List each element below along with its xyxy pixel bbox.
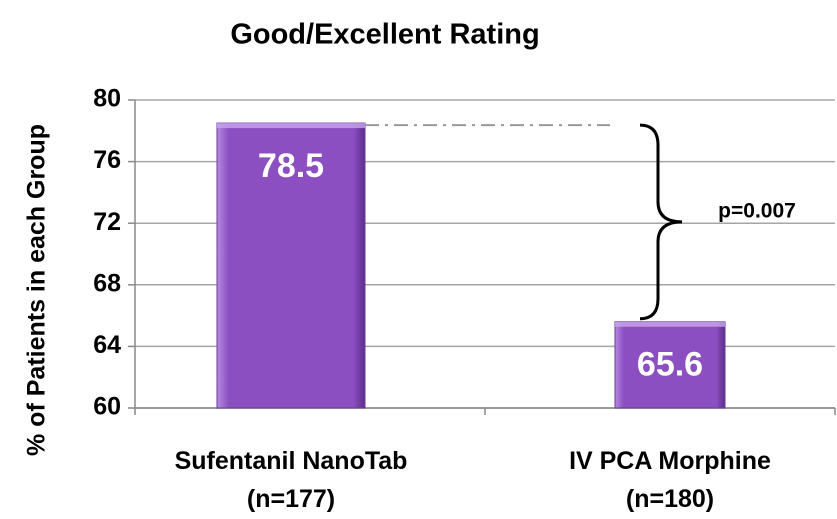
x-tick-label: Sufentanil NanoTab (n=177) [175,447,408,513]
y-tick-label: 68 [93,269,121,297]
value-label: 78.5 [258,147,324,185]
y-axis-label: % of Patients in each Group [23,124,51,456]
chart-title: Good/Excellent Rating [230,19,539,51]
x-tick-label-line: (n=177) [247,485,335,513]
y-tick-label: 76 [93,146,121,174]
x-tick-label-line: Sufentanil NanoTab [175,447,408,475]
annotation: p=0.007 [718,199,796,222]
x-tick-label-line: (n=180) [626,485,714,513]
bracket [639,123,683,321]
x-tick-label-line: IV PCA Morphine [569,447,771,475]
x-tick-label: IV PCA Morphine (n=180) [569,447,771,513]
y-tick-label: 64 [93,331,121,359]
bar-top-bevel [615,321,725,327]
value-label: 65.6 [637,346,703,384]
y-tick-label: 80 [93,85,121,113]
y-tick-label: 60 [93,393,121,421]
bar [216,122,366,409]
bar-top-bevel [217,123,365,129]
y-tick-label: 72 [93,208,121,236]
bar [614,321,726,409]
